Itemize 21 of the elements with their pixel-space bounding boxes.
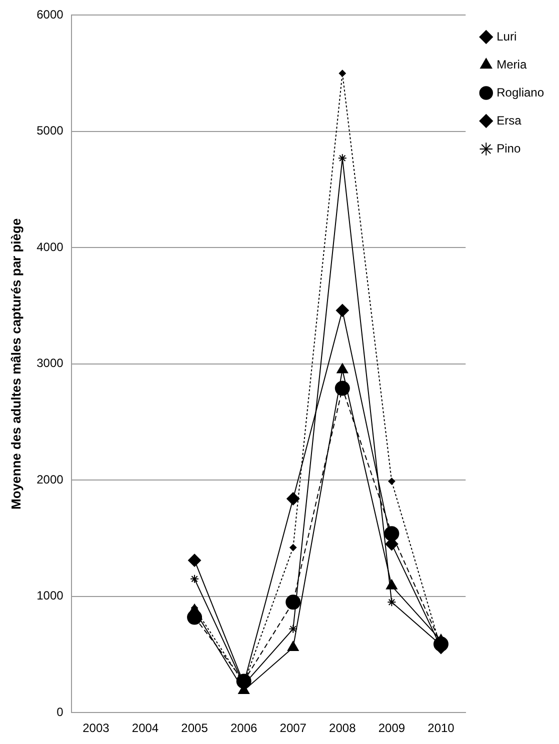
y-tick-label: 5000 xyxy=(36,124,64,138)
y-axis-title: Moyenne des adultes mâles capturés par piège xyxy=(8,218,24,510)
y-tick-label: 3000 xyxy=(36,356,64,370)
y-tick-label: 0 xyxy=(56,704,64,719)
y-tick-label: 4000 xyxy=(36,240,64,254)
y-tick-label: 1000 xyxy=(36,588,64,603)
x-tick-label: 2006 xyxy=(230,721,258,736)
x-tick-label: 2010 xyxy=(428,721,455,736)
legend-label: Meria xyxy=(496,57,527,72)
x-tick-label: 2008 xyxy=(329,721,356,736)
legend-label: Pino xyxy=(496,141,521,156)
y-tick-label: 2000 xyxy=(36,472,64,486)
legend-label: Luri xyxy=(496,29,517,44)
x-tick-label: 2005 xyxy=(181,721,208,736)
legend-label: Ersa xyxy=(496,113,522,128)
x-tick-label: 2004 xyxy=(132,721,159,736)
y-tick-label: 6000 xyxy=(36,8,64,22)
x-tick-label: 2007 xyxy=(280,721,307,736)
x-tick-label: 2003 xyxy=(82,721,110,736)
x-tick-label: 2009 xyxy=(378,721,406,736)
legend-label: Rogliano xyxy=(496,85,544,100)
